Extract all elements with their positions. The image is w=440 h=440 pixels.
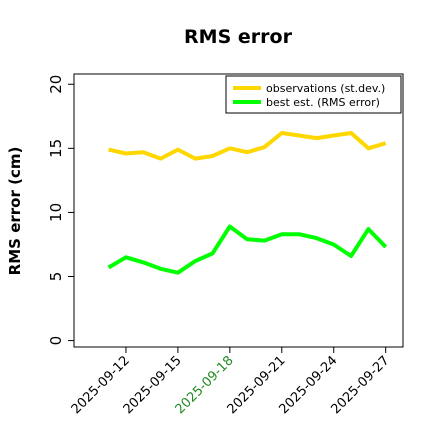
y-axis-label: RMS error (cm)	[6, 147, 24, 276]
y-tick-label: 10	[47, 203, 65, 222]
legend: observations (st.dev.) best est. (RMS er…	[225, 75, 402, 114]
y-tick-label: 20	[47, 75, 65, 94]
y-tick-label: 15	[47, 139, 65, 158]
plot-frame	[73, 73, 404, 348]
series-line-best-estimate	[107, 224, 388, 275]
legend-label-best-estimate: best est. (RMS error)	[266, 96, 380, 109]
legend-label-observations: observations (st.dev.)	[266, 82, 385, 95]
series-line-observations	[108, 131, 387, 161]
y-tick-label: 5	[47, 272, 65, 282]
legend-box	[225, 75, 402, 114]
plot-area: 051015202025-09-122025-09-152025-09-1820…	[47, 75, 393, 418]
chart-title: RMS error	[184, 26, 293, 48]
y-tick-label: 0	[47, 336, 65, 346]
